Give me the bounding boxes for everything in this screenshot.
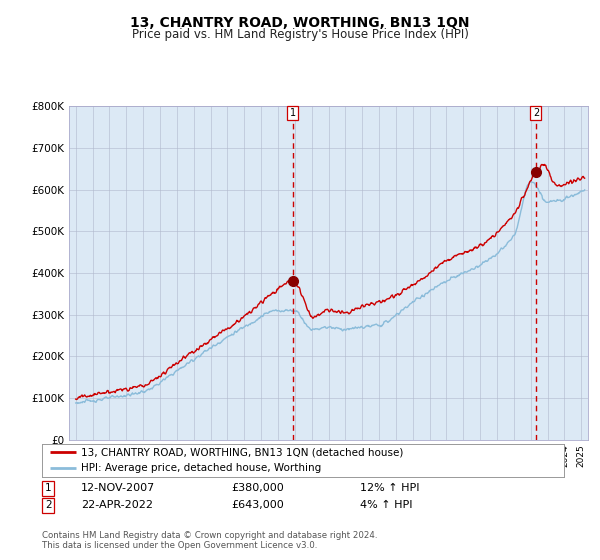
Text: 2: 2	[533, 108, 539, 118]
Text: Contains HM Land Registry data © Crown copyright and database right 2024.
This d: Contains HM Land Registry data © Crown c…	[42, 531, 377, 550]
Text: 13, CHANTRY ROAD, WORTHING, BN13 1QN: 13, CHANTRY ROAD, WORTHING, BN13 1QN	[130, 16, 470, 30]
Text: 12-NOV-2007: 12-NOV-2007	[81, 483, 155, 493]
Text: 2: 2	[45, 500, 52, 510]
Text: 13, CHANTRY ROAD, WORTHING, BN13 1QN (detached house): 13, CHANTRY ROAD, WORTHING, BN13 1QN (de…	[81, 447, 404, 458]
Text: 12% ↑ HPI: 12% ↑ HPI	[360, 483, 419, 493]
Text: £380,000: £380,000	[231, 483, 284, 493]
Text: HPI: Average price, detached house, Worthing: HPI: Average price, detached house, Wort…	[81, 463, 322, 473]
Text: 22-APR-2022: 22-APR-2022	[81, 500, 153, 510]
Text: 1: 1	[45, 483, 52, 493]
Text: 4% ↑ HPI: 4% ↑ HPI	[360, 500, 413, 510]
Text: 1: 1	[290, 108, 296, 118]
Text: £643,000: £643,000	[231, 500, 284, 510]
Text: Price paid vs. HM Land Registry's House Price Index (HPI): Price paid vs. HM Land Registry's House …	[131, 28, 469, 41]
